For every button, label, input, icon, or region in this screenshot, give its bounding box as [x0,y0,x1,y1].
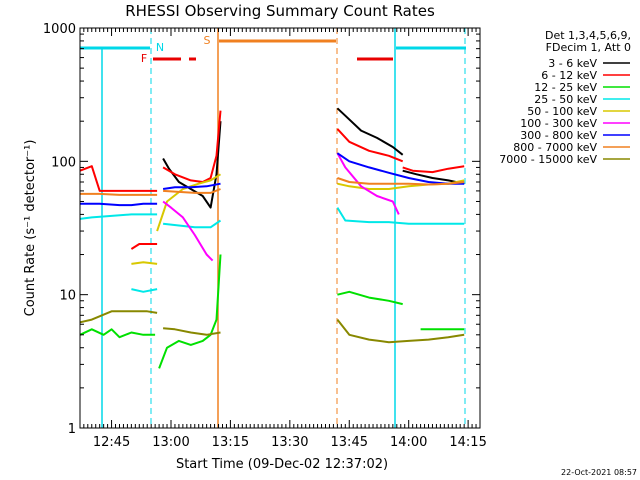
series-7-segment-0 [80,192,158,196]
series-0-segment-0 [162,121,222,209]
x-tick-label: 14:00 [390,435,427,450]
series-0-segment-1 [336,107,404,156]
timestamp: 22-Oct-2021 08:57 [561,468,637,477]
legend-label: 100 - 300 keV [520,117,597,130]
legend-label: 25 - 50 keV [534,93,597,106]
x-tick-labels: 12:45 13:00 13:15 13:30 13:45 14:00 14:15 [93,435,487,450]
series-6-segment-0 [80,202,158,207]
x-tick-label: 14:15 [449,435,486,450]
axis-ticks [80,27,481,429]
series-1-segment-2 [162,110,222,183]
series-2-segment-1 [158,254,222,369]
series-5-segment-1 [336,152,400,215]
y-tick-label: 100 [51,155,76,170]
legend-header-line-1: Det 1,3,4,5,6,9, [545,29,631,42]
legend-label: 6 - 12 keV [541,69,597,82]
legend-label: 12 - 25 keV [534,81,597,94]
x-tick-label: 13:00 [152,435,189,450]
marker-label-f: F [141,52,147,65]
x-tick-label: 13:15 [212,435,249,450]
series-1-segment-4 [402,165,465,174]
series-1-segment-1 [130,243,158,250]
series-5-segment-0 [162,200,214,262]
legend-label: 3 - 6 keV [548,57,597,70]
legend-label: 800 - 7000 keV [513,141,597,154]
x-tick-label: 12:45 [93,435,130,450]
x-tick-label: 13:45 [331,435,368,450]
chart-title: RHESSI Observing Summary Count Rates [125,2,435,20]
series-6-segment-1 [162,182,221,190]
legend-label: 7000 - 15000 keV [499,153,597,166]
series-7-segment-1 [163,188,221,194]
marker-label-s: S [204,34,211,47]
y-tick-label: 10 [59,289,76,304]
series-2-segment-0 [79,328,156,339]
series-7-segment-2 [337,177,465,186]
series-3-segment-3 [336,207,465,225]
legend-header-line-2: FDecim 1, Att 0 [546,41,631,54]
y-tick-label: 1000 [43,22,76,37]
plot-area: NF S [79,28,466,428]
series-3-segment-1 [131,288,158,293]
series-8-segment-1 [163,327,221,336]
series-1-segment-3 [336,128,404,163]
plot-frame [79,27,481,429]
legend: Det 1,3,4,5,6,9, FDecim 1, Att 0 3 - 6 k… [499,29,631,166]
x-tick-label: 13:30 [271,435,308,450]
series-3-segment-0 [79,213,158,220]
series-0-segment-2 [402,169,465,185]
legend-label: 50 - 100 keV [527,105,597,118]
marker-label-n: N [156,41,164,54]
legend-label: 300 - 800 keV [520,129,597,142]
y-tick-label: 1 [68,422,76,437]
series-1-segment-0 [79,165,158,192]
series-2-segment-2 [337,290,403,306]
series-3-segment-2 [162,219,222,229]
y-axis-label: Count Rate (s⁻¹ detector⁻¹) [23,140,38,317]
series-8-segment-0 [79,310,158,324]
x-axis-label: Start Time (09-Dec-02 12:37:02) [176,457,388,472]
y-tick-labels: 1 10 100 1000 [43,22,76,437]
series-4-segment-0 [131,261,158,265]
series-8-segment-2 [336,318,465,344]
